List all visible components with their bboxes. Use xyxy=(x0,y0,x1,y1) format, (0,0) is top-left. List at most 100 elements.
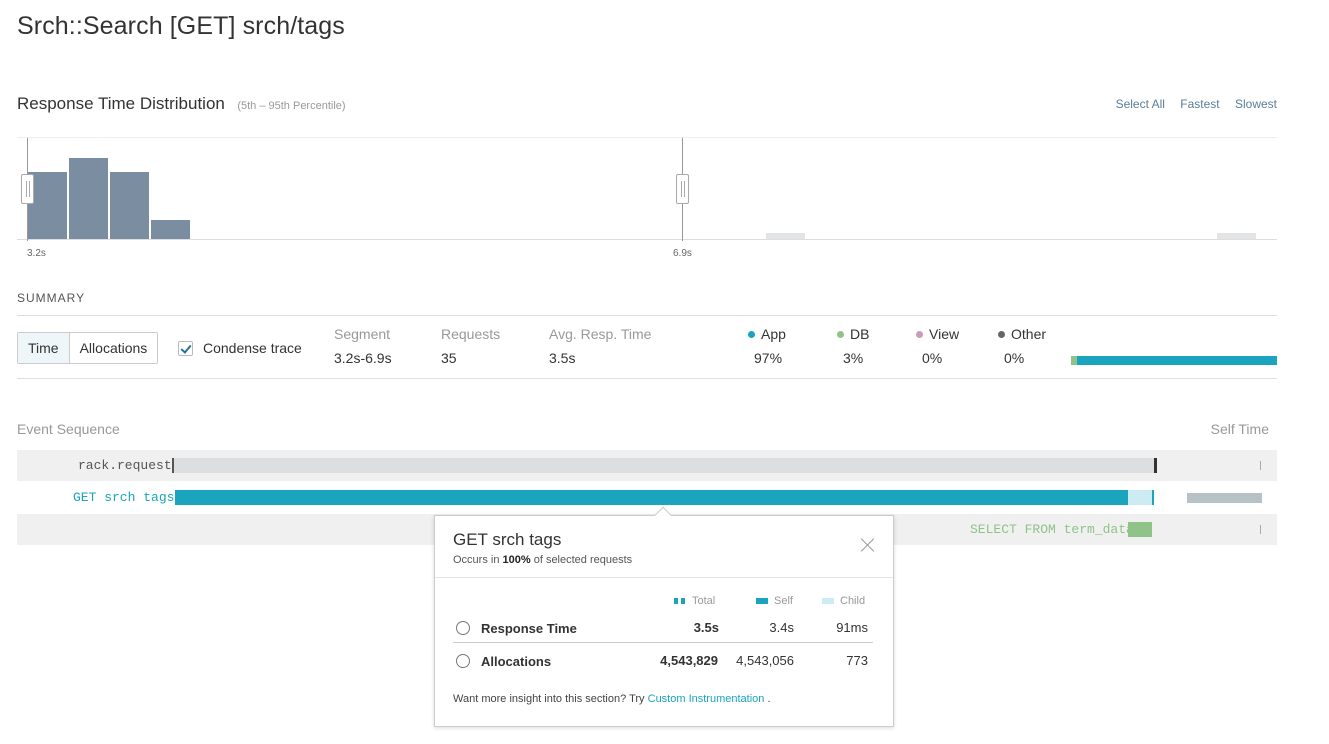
histogram-bar[interactable] xyxy=(69,158,108,240)
histogram-max-label: 6.9s xyxy=(673,248,692,259)
response-time-row: Response Time 3.5s 3.4s 91ms xyxy=(453,616,873,644)
view-value: 0% xyxy=(922,350,943,366)
legend-self: Self xyxy=(756,595,793,607)
db-dot-icon xyxy=(837,331,844,338)
histogram-bar[interactable] xyxy=(1217,233,1256,240)
popover-footer: Want more insight into this section? Try… xyxy=(453,693,771,705)
other-dot-icon xyxy=(998,331,1005,338)
condense-trace-checkbox[interactable]: Condense trace xyxy=(178,340,302,356)
event-bar xyxy=(1128,522,1152,537)
allocations-row: Allocations 4,543,829 4,543,056 773 xyxy=(453,649,873,677)
legend-total-label: Total xyxy=(692,595,716,607)
response-time-child: 91ms xyxy=(836,620,868,635)
self-time-marker xyxy=(1260,525,1261,534)
other-value: 0% xyxy=(1004,350,1025,366)
close-icon[interactable] xyxy=(861,538,875,552)
grip-icon[interactable] xyxy=(21,174,34,204)
app-dot-icon xyxy=(748,331,755,338)
footer-prefix: Want more insight into this section? Try xyxy=(453,693,648,705)
popover-divider xyxy=(435,577,893,578)
response-time-self: 3.4s xyxy=(769,620,794,635)
db-value: 3% xyxy=(843,350,864,366)
legend-child-label: Child xyxy=(840,595,866,607)
footer-suffix: . xyxy=(764,693,771,705)
event-bar xyxy=(175,490,1128,505)
allocations-self: 4,543,056 xyxy=(736,653,794,668)
grip-icon[interactable] xyxy=(676,174,689,204)
popover-subtitle: Occurs in 100% of selected requests xyxy=(453,554,632,566)
time-toggle-button[interactable]: Time xyxy=(18,333,70,363)
self-time-marker xyxy=(1260,461,1261,470)
requests-header: Requests xyxy=(441,326,501,342)
app-label: App xyxy=(761,326,786,342)
avg-resp-stat: Avg. Resp. Time 3.5s xyxy=(549,326,651,366)
occurs-suffix: of selected requests xyxy=(530,554,633,566)
metric-toggle: Time Allocations xyxy=(17,332,159,364)
avg-resp-header: Avg. Resp. Time xyxy=(549,326,652,342)
occurs-prefix: Occurs in xyxy=(453,554,503,566)
range-handle-left[interactable] xyxy=(21,138,34,241)
event-row-get-srch-tags[interactable]: GET srch tags xyxy=(17,482,1277,513)
custom-instrumentation-link[interactable]: Custom Instrumentation xyxy=(647,693,765,705)
allocations-child: 773 xyxy=(846,653,868,668)
event-row-rack-request[interactable]: rack.request xyxy=(17,450,1277,481)
allocations-label: Allocations xyxy=(481,654,552,669)
other-stat: Other 0% xyxy=(998,326,1046,366)
rtd-title: Response Time Distribution xyxy=(17,94,225,113)
page-title: Srch::Search [GET] srch/tags xyxy=(17,12,345,40)
range-handle-right[interactable] xyxy=(676,138,689,241)
legend-total: Total xyxy=(674,595,715,607)
self-swatch-icon xyxy=(756,598,768,604)
histogram-bar[interactable] xyxy=(28,172,67,240)
breakdown-stacked-bar xyxy=(1071,356,1277,365)
occurs-pct: 100% xyxy=(502,554,531,566)
child-swatch-icon xyxy=(822,598,834,604)
popover-row-divider xyxy=(453,642,873,643)
condense-trace-label: Condense trace xyxy=(203,340,302,356)
event-sequence-title: Event Sequence xyxy=(17,421,120,437)
segment-stat: Segment 3.2s-6.9s xyxy=(334,326,392,366)
segment-header: Segment xyxy=(334,326,391,342)
requests-value: 35 xyxy=(441,350,457,366)
allocations-total: 4,543,829 xyxy=(660,653,718,668)
histogram[interactable] xyxy=(17,137,1277,241)
histogram-bar[interactable] xyxy=(151,220,190,240)
fastest-link[interactable]: Fastest xyxy=(1180,97,1220,111)
event-sequence-header: Event Sequence Self Time xyxy=(17,421,1269,437)
histogram-bar[interactable] xyxy=(110,172,149,240)
db-stat: DB 3% xyxy=(837,326,869,366)
app-stat: App 97% xyxy=(748,326,786,366)
stack-segment-db xyxy=(1071,356,1078,365)
other-label: Other xyxy=(1011,326,1047,342)
self-time-header: Self Time xyxy=(1210,421,1269,437)
stack-segment-app xyxy=(1077,356,1277,365)
select-all-link[interactable]: Select All xyxy=(1115,97,1165,111)
total-swatch-icon xyxy=(674,598,686,604)
allocations-toggle-button[interactable]: Allocations xyxy=(79,340,148,356)
response-time-label: Response Time xyxy=(481,621,577,636)
checkbox-checked-icon[interactable] xyxy=(178,340,193,356)
view-label: View xyxy=(929,326,960,342)
summary-panel: Time Allocations Condense trace Segment … xyxy=(17,315,1277,379)
view-dot-icon xyxy=(916,331,923,338)
event-bar xyxy=(172,458,1157,473)
event-details-popover: GET srch tags Occurs in 100% of selected… xyxy=(434,506,894,727)
legend-self-label: Self xyxy=(774,595,793,607)
histogram-min-label: 3.2s xyxy=(27,248,46,259)
stopwatch-icon xyxy=(456,621,470,635)
view-stat: View 0% xyxy=(916,326,959,366)
pie-icon xyxy=(456,654,470,668)
event-child-bar xyxy=(1128,490,1154,505)
app-value: 97% xyxy=(754,350,783,366)
event-name: GET srch tags xyxy=(73,490,175,505)
avg-resp-value: 3.5s xyxy=(549,350,576,366)
rtd-header: Response Time Distribution (5th – 95th P… xyxy=(17,94,1277,118)
summary-label: SUMMARY xyxy=(17,291,86,305)
event-name: SELECT FROM term_data xyxy=(970,522,1134,537)
self-time-bar xyxy=(1187,493,1262,503)
rtd-subtitle: (5th – 95th Percentile) xyxy=(237,100,346,112)
histogram-bar[interactable] xyxy=(766,233,805,240)
requests-stat: Requests 35 xyxy=(441,326,500,366)
rtd-links: Select All Fastest Slowest xyxy=(1104,97,1277,111)
slowest-link[interactable]: Slowest xyxy=(1234,97,1277,111)
